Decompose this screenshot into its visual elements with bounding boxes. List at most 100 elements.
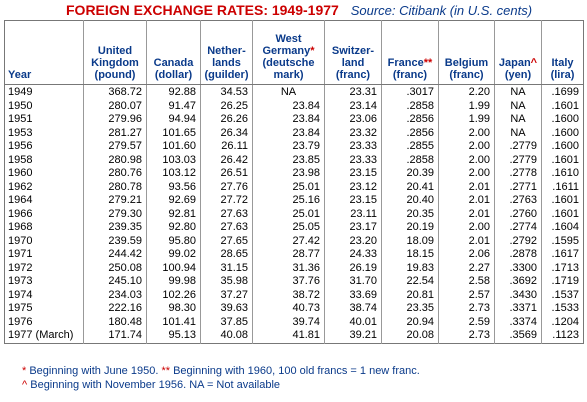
rate-cell: 25.01: [252, 207, 325, 221]
rate-cell: 23.32: [324, 126, 382, 140]
footnote-marker: ^: [530, 57, 538, 69]
rate-cell: .2855: [381, 140, 439, 154]
header-line: Switzer-: [331, 45, 375, 57]
rate-cell: 2.20: [438, 84, 495, 100]
rate-cell: .2763: [494, 194, 542, 208]
rate-cell: 23.06: [324, 113, 382, 127]
header-line: (franc): [449, 69, 484, 81]
header-line: (dollar): [154, 69, 193, 81]
rate-cell: 23.12: [324, 180, 382, 194]
year-cell: 1958: [8, 153, 33, 166]
rate-cell: 279.21: [83, 194, 147, 208]
rate-cell: .1595: [541, 234, 584, 248]
rate-cell: 2.01: [438, 180, 495, 194]
rate-cell: 33.69: [324, 288, 382, 302]
rate-cell: 368.72: [83, 84, 147, 100]
rate-cell: 280.98: [83, 153, 147, 167]
rate-cell: 23.84: [252, 126, 325, 140]
rate-cell: 39.74: [252, 315, 325, 329]
rate-cell: NA: [494, 126, 542, 140]
table-row: 1951 279.96 94.94 26.26 23.84 23.06.2856 1.99 N…: [5, 113, 584, 127]
column-header: Italy (lira): [541, 20, 584, 85]
column-header: United Kingdom (pound): [83, 20, 147, 85]
rate-cell: 23.84: [252, 113, 325, 127]
year-cell: 1977 (March): [8, 329, 74, 341]
rate-cell: 20.40: [381, 194, 439, 208]
rate-cell: 101.41: [146, 315, 201, 329]
rate-cell: 20.08: [381, 329, 439, 343]
table-row: 1958 280.98 103.03 26.42 23.85 23.33.2858 2.00…: [5, 153, 584, 167]
year-cell: 1971: [8, 248, 33, 260]
rate-cell: 23.15: [324, 167, 382, 181]
rate-cell: 279.57: [83, 140, 147, 154]
rate-cell: 2.58: [438, 275, 495, 289]
rate-cell: .3692: [494, 275, 542, 289]
table-body: 1949 368.72 92.88 34.53 NA 23.31.3017 2.20 NA .1…: [5, 84, 584, 343]
rate-cell: .1611: [541, 180, 584, 194]
rate-cell: 2.59: [438, 315, 495, 329]
rate-cell: 23.14: [324, 99, 382, 113]
rate-cell: 26.42: [200, 153, 253, 167]
year-cell: 1949: [8, 86, 33, 98]
column-header: West Germany* (deutsche mark): [252, 20, 325, 85]
header-line: mark): [273, 69, 304, 81]
rate-cell: 40.08: [200, 329, 253, 343]
rate-cell: .2779: [494, 153, 542, 167]
year-cell: 1968: [8, 221, 33, 233]
header-line: lands: [212, 57, 241, 69]
year-cell: 1956: [8, 140, 33, 152]
rate-cell: .2760: [494, 207, 542, 221]
header-row: Year United Kingdom (pound) Canada (dollar) Ne…: [4, 20, 584, 85]
rate-cell: 19.83: [381, 261, 439, 275]
rate-cell: 23.20: [324, 234, 382, 248]
rate-cell: 26.19: [324, 261, 382, 275]
year-cell: 1970: [8, 234, 33, 247]
rate-cell: 239.59: [83, 234, 147, 248]
year-cell: 1966: [8, 207, 33, 220]
rate-cell: 20.94: [381, 315, 439, 329]
rate-cell: 280.76: [83, 167, 147, 181]
year-cell: 1973: [8, 275, 33, 287]
year-cell: 1951: [8, 113, 33, 125]
rate-cell: .2856: [381, 126, 439, 140]
footnote-text: Beginning with 1960, 100 old francs = 1 …: [173, 365, 420, 377]
rate-cell: 20.35: [381, 207, 439, 221]
rate-cell: 2.01: [438, 234, 495, 248]
footnotes: * Beginning with June 1950. ** Beginning…: [4, 364, 583, 392]
rate-cell: 92.80: [146, 221, 201, 235]
rate-cell: 222.16: [83, 302, 147, 316]
column-header: Canada (dollar): [146, 20, 201, 85]
rate-cell: .1204: [541, 315, 584, 329]
rate-cell: 24.33: [324, 248, 382, 262]
rate-cell: 39.21: [324, 329, 382, 343]
header-line: Kingdom: [91, 57, 139, 69]
table-row: 1956 279.57 101.60 26.11 23.79 23.33.2855 2.00…: [5, 140, 584, 154]
rate-cell: 245.10: [83, 275, 147, 289]
rate-cell: 27.76: [200, 180, 253, 194]
rate-cell: 20.39: [381, 167, 439, 181]
rate-cell: 31.15: [200, 261, 253, 275]
rate-cell: .3569: [494, 329, 542, 343]
rate-cell: .2792: [494, 234, 542, 248]
footnote-marker: **: [161, 365, 171, 377]
rate-cell: 37.76: [252, 275, 325, 289]
header-line: land: [341, 57, 365, 69]
rate-cell: NA: [494, 113, 542, 127]
rate-cell: 26.34: [200, 126, 253, 140]
rate-cell: NA: [252, 84, 325, 100]
rate-cell: .1123: [541, 329, 584, 343]
table-row: 1953 281.27 101.65 26.34 23.84 23.32.2856 2.00…: [5, 126, 584, 140]
table-row: 1962 280.78 93.56 27.76 25.01 23.12 20.41 2.01.…: [5, 180, 584, 194]
source-note: Source: Citibank (in U.S. cents): [350, 3, 533, 18]
rate-cell: 171.74: [83, 329, 147, 343]
rate-cell: .1719: [541, 275, 584, 289]
table-row: 1977 (March) 171.74 95.13 40.08 41.81 39.21 20…: [5, 329, 584, 343]
rate-cell: .1601: [541, 153, 584, 167]
table-row: 1966 279.30 92.81 27.63 25.01 23.11 20.35 2.01.…: [5, 207, 584, 221]
rate-cell: .3371: [494, 302, 542, 316]
rate-cell: 91.47: [146, 99, 201, 113]
rate-cell: 20.41: [381, 180, 439, 194]
rate-cell: 244.42: [83, 248, 147, 262]
header-line: (deutsche: [262, 57, 315, 69]
rate-cell: 101.65: [146, 126, 201, 140]
